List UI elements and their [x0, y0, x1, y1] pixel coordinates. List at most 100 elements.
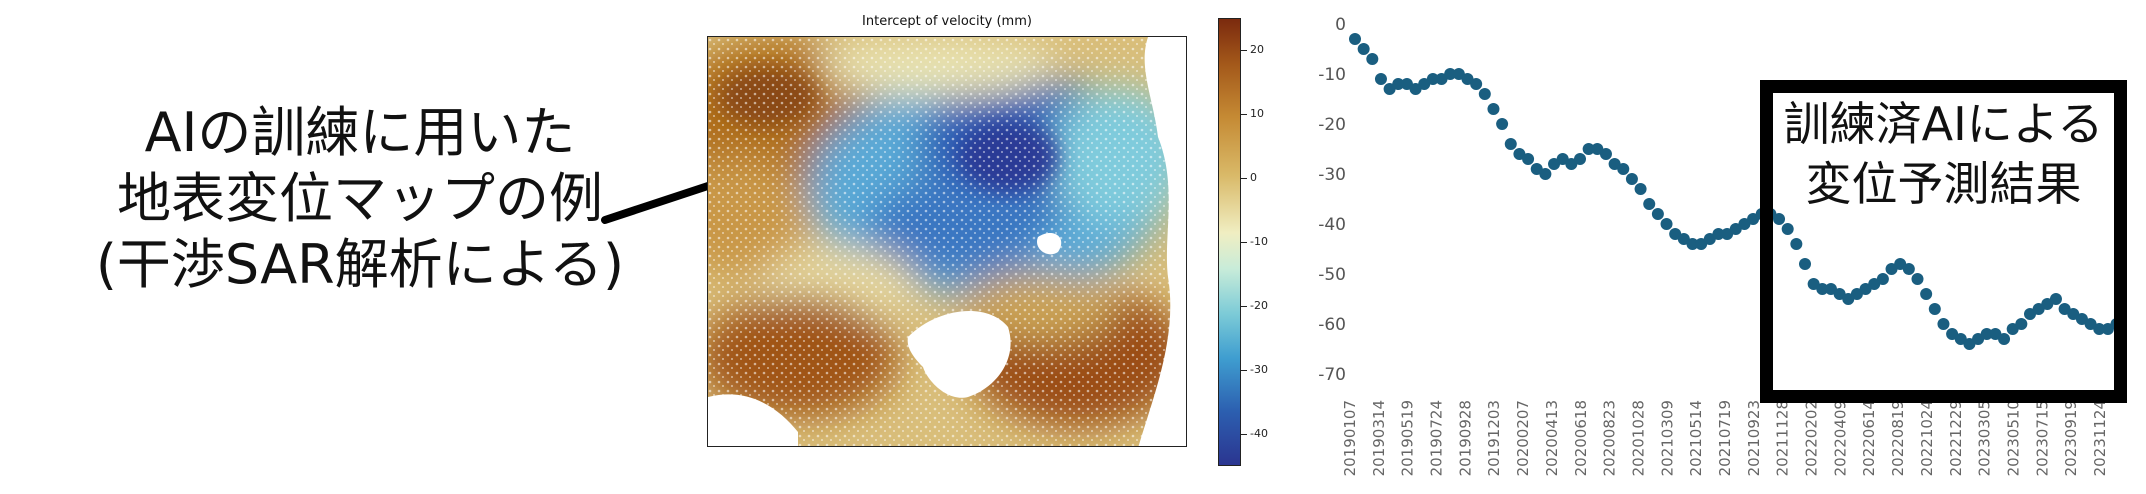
data-point — [1790, 238, 1803, 250]
y-tick-label: -70 — [1318, 365, 1346, 385]
data-point — [1902, 263, 1915, 275]
x-tick-label: 20220614 — [1860, 400, 1878, 476]
colorbar-tick-label: -40 — [1250, 427, 1268, 440]
data-point — [1539, 168, 1552, 180]
data-point — [1816, 283, 1829, 295]
data-point — [1444, 68, 1457, 80]
right-caption-line-2: 変位予測結果 — [1805, 157, 2082, 211]
data-point — [1980, 328, 1993, 340]
right-caption-line-1: 訓練済AIによる — [1783, 97, 2104, 151]
colorbar-tick-label: 10 — [1250, 107, 1264, 120]
data-point — [1599, 148, 1612, 160]
x-tick-label: 20210309 — [1658, 400, 1676, 476]
colorbar-tick — [1241, 50, 1247, 51]
x-tick-label: 20190519 — [1399, 400, 1417, 476]
prediction-highlight-box — [1760, 80, 2127, 403]
data-point — [1651, 208, 1664, 220]
x-tick-label: 20211128 — [1774, 400, 1792, 476]
data-point — [1504, 138, 1517, 150]
y-tick-label: -60 — [1318, 315, 1346, 335]
data-point — [1920, 288, 1933, 300]
colorbar-tick — [1241, 306, 1247, 307]
data-point — [1357, 43, 1370, 55]
y-tick-label: -40 — [1318, 215, 1346, 235]
data-point — [1392, 78, 1405, 90]
x-tick-label: 20191203 — [1485, 400, 1503, 476]
left-caption-line-3: (干渉SAR解析による) — [95, 233, 625, 296]
x-tick-label: 20190724 — [1428, 400, 1446, 476]
data-point — [1625, 173, 1638, 185]
left-caption-line-2: 地表変位マップの例 — [117, 167, 603, 230]
colorbar-tick-label: -20 — [1250, 299, 1268, 312]
data-point — [1876, 273, 1889, 285]
data-point — [1366, 53, 1379, 65]
data-point — [1478, 88, 1491, 100]
x-tick-label: 20201028 — [1629, 400, 1647, 476]
data-point — [2093, 323, 2106, 335]
x-tick-label: 20230305 — [1976, 400, 1994, 476]
data-point — [1487, 103, 1500, 115]
colorbar-tick-label: 20 — [1250, 43, 1264, 56]
x-tick-label: 20200207 — [1514, 400, 1532, 476]
y-tick-label: -10 — [1318, 65, 1346, 85]
data-point — [1634, 183, 1647, 195]
data-point — [1617, 163, 1630, 175]
data-point — [1426, 73, 1439, 85]
data-point — [1496, 118, 1509, 130]
data-point — [1686, 238, 1699, 250]
right-caption: 訓練済AIによる 変位予測結果 — [1773, 94, 2114, 214]
map-image — [708, 37, 1186, 446]
displacement-map — [707, 36, 1187, 447]
x-tick-label: 20230919 — [2062, 400, 2080, 476]
y-tick-label: 0 — [1335, 15, 1346, 35]
x-tick-label: 20190314 — [1370, 400, 1388, 476]
data-point — [1781, 223, 1794, 235]
x-tick-label: 20200823 — [1601, 400, 1619, 476]
y-tick-label: -30 — [1318, 165, 1346, 185]
colorbar-tick — [1241, 114, 1247, 115]
data-point — [1574, 153, 1586, 165]
x-tick-label: 20230510 — [2004, 400, 2022, 476]
data-point — [1799, 258, 1811, 270]
colorbar-tick — [1241, 434, 1247, 435]
data-point — [1773, 213, 1786, 225]
colorbar-tick-label: 0 — [1250, 171, 1257, 184]
x-tick-label: 20221024 — [1918, 400, 1936, 476]
left-caption-line-1: AIの訓練に用いた — [144, 101, 576, 164]
data-point — [1998, 333, 2011, 345]
x-tick-label: 20200618 — [1572, 400, 1590, 476]
data-point — [1937, 318, 1950, 330]
data-point — [2049, 293, 2062, 305]
x-tick-label: 20220202 — [1803, 400, 1821, 476]
y-tick-label: -50 — [1318, 265, 1346, 285]
colorbar-tick — [1241, 242, 1247, 243]
colorbar — [1218, 18, 1241, 466]
x-tick-label: 20210514 — [1687, 400, 1705, 476]
data-point — [1374, 73, 1387, 85]
colorbar-tick-label: -30 — [1250, 363, 1268, 376]
x-tick-label: 20220819 — [1889, 400, 1907, 476]
y-tick-label: -20 — [1318, 115, 1346, 135]
x-tick-label: 20200413 — [1543, 400, 1561, 476]
x-tick-label: 20231124 — [2091, 400, 2109, 476]
data-point — [1660, 218, 1673, 230]
data-point — [1349, 33, 1361, 45]
data-point — [1911, 273, 1924, 285]
colorbar-tick — [1241, 178, 1247, 179]
x-tick-label: 20190928 — [1456, 400, 1474, 476]
colorbar-tick-label: -10 — [1250, 235, 1268, 248]
data-point — [1712, 228, 1725, 240]
map-title: Intercept of velocity (mm) — [862, 14, 1032, 29]
x-tick-label: 20221229 — [1947, 400, 1965, 476]
x-tick-label: 20220409 — [1831, 400, 1849, 476]
data-point — [1643, 198, 1656, 210]
colorbar-tick — [1241, 370, 1247, 371]
x-tick-label: 20190107 — [1341, 400, 1359, 476]
left-caption: AIの訓練に用いた 地表変位マップの例 (干渉SAR解析による) — [60, 100, 660, 298]
x-tick-label: 20210923 — [1745, 400, 1763, 476]
data-point — [1582, 143, 1595, 155]
data-point — [2015, 318, 2028, 330]
x-tick-label: 20210719 — [1716, 400, 1734, 476]
data-point — [1522, 153, 1535, 165]
data-point — [1928, 303, 1941, 315]
